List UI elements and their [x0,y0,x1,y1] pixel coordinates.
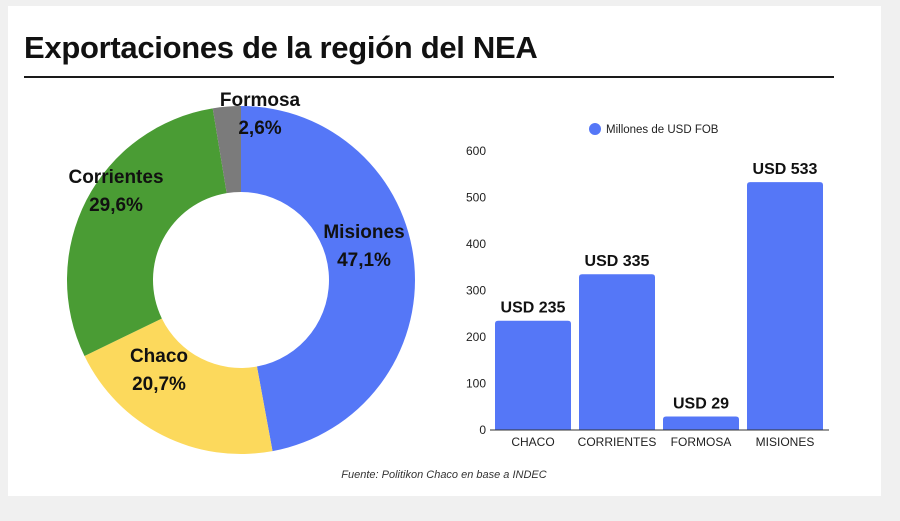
donut-value-corrientes: 29,6% [89,195,143,216]
donut-label-formosa: Formosa [220,90,301,111]
y-tick-label: 100 [466,377,486,391]
y-tick-label: 300 [466,284,486,298]
source-text: Fuente: Politikon Chaco en base a INDEC [341,469,547,481]
x-tick-label-corrientes: CORRIENTES [578,435,657,449]
bar-value-label-misiones: USD 533 [753,161,818,178]
y-tick-label: 600 [466,144,486,158]
legend-label: Millones de USD FOB [606,124,719,136]
donut-label-corrientes: Corrientes [68,167,163,188]
bar-value-label-chaco: USD 235 [501,300,566,317]
bar-value-label-corrientes: USD 335 [585,253,650,270]
bar-chart: 0 100 200 300 400 500 600 Millones de USD FOB US… [466,123,829,449]
donut-value-formosa: 2,6% [238,118,281,139]
bar-misiones [747,182,823,430]
title-divider [24,76,834,78]
donut-chart [66,106,415,455]
x-tick-label-chaco: CHACO [511,435,554,449]
donut-value-misiones: 47,1% [337,250,391,271]
donut-slice-formosa [212,106,241,194]
donut-labels: Misiones 47,1% Chaco 20,7% Corrientes 29,6% Fo… [68,90,404,395]
x-tick-label-formosa: FORMOSA [671,435,732,449]
donut-slice-misiones [241,106,415,452]
bar-chaco [495,320,571,430]
source-note: Fuente: Politikon Chaco en base a INDEC [0,469,900,481]
y-tick-label: 0 [479,423,486,437]
legend-marker [589,123,601,135]
y-tick-label: 400 [466,237,486,251]
donut-value-chaco: 20,7% [132,374,186,395]
bar-value-label-formosa: USD 29 [673,396,729,413]
y-tick-label: 500 [466,191,486,205]
donut-label-chaco: Chaco [130,346,188,367]
donut-slice-chaco [84,318,273,455]
donut-label-misiones: Misiones [323,222,404,243]
donut-slice-corrientes [66,108,227,357]
bar-formosa [663,416,739,430]
x-tick-label-misiones: MISIONES [756,435,815,449]
bar-corrientes [579,274,655,430]
y-tick-label: 200 [466,330,486,344]
chart-title: Exportaciones de la región del NEA [24,30,538,65]
